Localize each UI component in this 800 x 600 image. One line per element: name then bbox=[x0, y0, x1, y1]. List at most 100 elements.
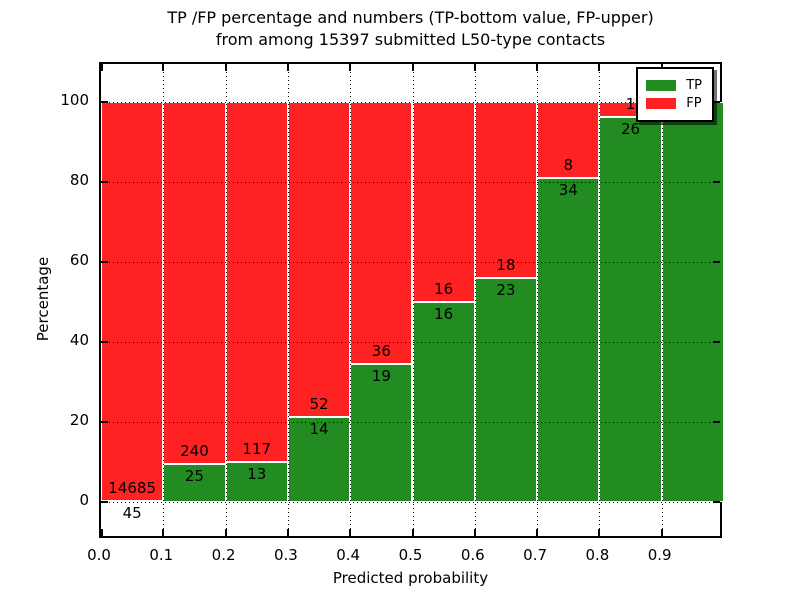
x-tick bbox=[598, 529, 601, 536]
y-tick-right bbox=[713, 261, 720, 263]
x-tick bbox=[224, 529, 227, 536]
bar-segment-fp bbox=[412, 102, 475, 302]
legend-label: FP bbox=[686, 96, 702, 111]
x-tick-top bbox=[162, 64, 165, 71]
tp-count-label: 23 bbox=[496, 280, 516, 299]
x-tick-top bbox=[224, 64, 227, 71]
fp-count-label: 18 bbox=[496, 255, 516, 274]
tp-count-label: 14 bbox=[309, 420, 329, 439]
chart-title-line1: TP /FP percentage and numbers (TP-bottom… bbox=[167, 8, 654, 27]
tp-count-label: 19 bbox=[371, 366, 391, 385]
x-tick-top bbox=[536, 64, 539, 71]
h-gridline bbox=[101, 102, 720, 103]
y-tick-right bbox=[713, 101, 720, 103]
v-gridline bbox=[287, 64, 289, 536]
h-gridline bbox=[101, 342, 720, 343]
x-tick-top bbox=[598, 64, 601, 71]
y-tick bbox=[101, 341, 108, 343]
bar-segment-tp bbox=[661, 102, 724, 502]
x-tick bbox=[349, 529, 352, 536]
x-tick bbox=[660, 529, 663, 536]
fp-count-label: 16 bbox=[434, 280, 454, 298]
fp-count-label: 240 bbox=[180, 442, 209, 461]
bar-segment-fp bbox=[163, 102, 226, 465]
v-gridline bbox=[537, 64, 539, 536]
bar-segment-tp bbox=[599, 116, 662, 502]
x-tick-top bbox=[101, 64, 103, 71]
y-tick bbox=[101, 261, 108, 263]
fp-count-label: 14685 bbox=[108, 478, 156, 497]
legend-entry: FP bbox=[646, 96, 702, 111]
v-gridline bbox=[661, 64, 663, 536]
legend-label: TP bbox=[686, 78, 702, 93]
chart-title-line2: from among 15397 submitted L50-type cont… bbox=[215, 30, 606, 49]
x-tick-label: 0.9 bbox=[647, 546, 672, 564]
bar-segment-fp bbox=[474, 102, 538, 278]
fp-count-label: 1 bbox=[625, 94, 636, 113]
y-tick bbox=[101, 501, 108, 503]
x-tick-label: 0.6 bbox=[460, 546, 485, 564]
x-tick-top bbox=[349, 64, 352, 71]
x-tick-top bbox=[720, 64, 722, 71]
bar-segment-tp bbox=[350, 363, 413, 502]
v-gridline bbox=[350, 64, 352, 536]
x-tick-label: 0.5 bbox=[398, 546, 423, 564]
h-gridline bbox=[101, 182, 720, 183]
tp-swatch-icon bbox=[646, 80, 677, 91]
x-axis-label: Predicted probability bbox=[332, 569, 489, 587]
h-gridline bbox=[101, 422, 720, 423]
bar-segment-fp bbox=[225, 102, 288, 462]
y-axis-label: Percentage bbox=[34, 256, 52, 342]
y-tick-right bbox=[713, 341, 720, 343]
bar-segment-tp bbox=[474, 277, 538, 502]
x-tick-top bbox=[473, 64, 476, 71]
x-tick-label: 0.3 bbox=[273, 546, 298, 564]
tp-count-label: 26 bbox=[621, 119, 641, 138]
fp-swatch-icon bbox=[646, 98, 677, 109]
y-tick-label: 0 bbox=[79, 491, 89, 509]
x-tick-label: 0.1 bbox=[149, 546, 174, 564]
x-tick-label: 0.7 bbox=[523, 546, 548, 564]
v-gridline bbox=[599, 64, 601, 536]
bar-segment-fp bbox=[101, 102, 164, 501]
y-tick-right bbox=[713, 501, 720, 503]
bar-segment-tp bbox=[163, 464, 226, 502]
fp-count-label: 8 bbox=[563, 156, 574, 175]
bar-segment-fp bbox=[350, 102, 413, 364]
x-tick-label: 0.0 bbox=[87, 546, 111, 564]
x-tick bbox=[411, 529, 414, 536]
y-tick-right bbox=[713, 181, 720, 183]
v-gridline bbox=[474, 64, 476, 536]
y-tick-label: 80 bbox=[69, 171, 89, 189]
fp-count-label: 117 bbox=[242, 440, 272, 458]
tp-count-label: 16 bbox=[434, 305, 454, 323]
fp-count-label: 52 bbox=[309, 395, 329, 414]
tp-count-label: 25 bbox=[184, 467, 204, 486]
tp-count-label: 13 bbox=[247, 465, 267, 483]
x-tick bbox=[720, 529, 722, 536]
bar-segment-tp bbox=[287, 417, 351, 502]
y-tick-label: 20 bbox=[69, 411, 89, 429]
h-gridline bbox=[101, 502, 720, 503]
plot-area: TP FP 14685 45 240 25 117 13 52 14 36 19 16 16 18 23 8 3… bbox=[99, 62, 724, 538]
bar-segment-tp bbox=[537, 178, 600, 502]
x-tick-label: 0.8 bbox=[585, 546, 610, 564]
v-gridline bbox=[225, 64, 227, 536]
x-tick bbox=[536, 529, 539, 536]
tp-count-label: 34 bbox=[558, 181, 578, 200]
bar-segment-fp bbox=[287, 102, 351, 418]
x-tick-top bbox=[411, 64, 414, 71]
y-tick-right bbox=[713, 421, 720, 423]
y-tick bbox=[101, 421, 108, 423]
y-tick bbox=[101, 101, 108, 103]
fp-count-label: 36 bbox=[371, 341, 391, 360]
x-tick bbox=[473, 529, 476, 536]
x-tick-label: 0.4 bbox=[336, 546, 361, 564]
y-tick-label: 40 bbox=[69, 331, 89, 349]
h-gridline bbox=[101, 262, 720, 263]
chart-title: TP /FP percentage and numbers (TP-bottom… bbox=[99, 7, 722, 51]
x-tick-label: 0.2 bbox=[211, 546, 236, 564]
v-gridline bbox=[412, 64, 414, 536]
legend: TP FP bbox=[636, 67, 714, 122]
